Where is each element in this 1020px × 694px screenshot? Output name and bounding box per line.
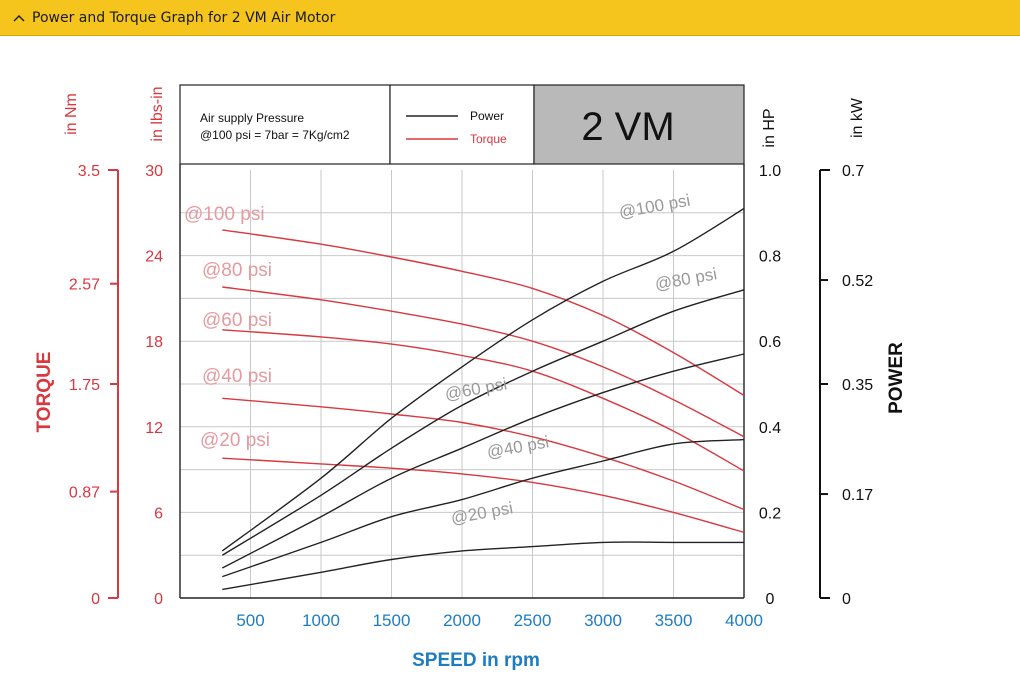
power-series-label: @20 psi [449, 498, 514, 528]
power-kw-tick-label: 0.35 [842, 377, 873, 394]
x-tick-label: 4000 [725, 611, 763, 630]
power-hp-tick-label: 0.8 [759, 249, 781, 266]
power-line-1 [221, 289, 745, 556]
torque-lbsin-tick-label: 12 [145, 420, 163, 437]
torque-line-0 [222, 229, 745, 396]
power-series-label: @80 psi [653, 264, 718, 294]
torque-series-label: @20 psi [200, 430, 270, 451]
info-box: Air supply Pressure @100 psi = 7bar = 7K… [179, 84, 745, 165]
legend-box [389, 84, 535, 165]
legend-power-label: Power [470, 109, 504, 123]
power-hp-tick-label: 0.2 [759, 505, 781, 522]
torque-nm-tick-label: 2.57 [69, 277, 100, 294]
x-axis-title: SPEED in rpm [412, 650, 540, 671]
x-tick-label: 3500 [655, 611, 693, 630]
torque-nm-tick-label: 3.5 [78, 163, 100, 180]
power-hp-unit: in HP [761, 108, 778, 147]
torque-line-2 [222, 329, 745, 472]
power-line-3 [222, 438, 745, 578]
accordion-header[interactable]: Power and Torque Graph for 2 VM Air Moto… [0, 0, 1020, 36]
torque-lbsin-tick-label: 18 [145, 334, 163, 351]
torque-series-label: @80 psi [202, 260, 272, 281]
power-series [221, 207, 745, 591]
plot-frame [179, 164, 745, 599]
power-kw-tick-label: 0.52 [842, 273, 873, 290]
torque-lbsin-tick-label: 6 [154, 505, 163, 522]
torque-series-label: @40 psi [202, 366, 272, 387]
power-axis-title: POWER [886, 342, 907, 414]
power-kw-unit: in kW [849, 97, 866, 138]
x-tick-label: 500 [236, 611, 264, 630]
power-series-label: @40 psi [485, 432, 550, 462]
torque-line-3 [222, 397, 745, 511]
torque-lbsin-unit: in lbs-in [149, 86, 166, 141]
power-kw-tick-label: 0.7 [842, 163, 864, 180]
torque-nm-tick-label: 0 [91, 591, 100, 608]
torque-series-label: @100 psi [184, 204, 265, 225]
grid-lines [180, 170, 745, 598]
series-labels: @100 psi @80 psi @60 psi @40 psi @20 psi @100… [184, 191, 718, 528]
torque-series [222, 229, 745, 534]
info-text-line1: Air supply Pressure [200, 111, 304, 125]
model-label: 2 VM [581, 105, 674, 149]
torque-nm-unit: in Nm [63, 93, 80, 135]
torque-nm-tick-label: 0.87 [69, 485, 100, 502]
power-line-0 [221, 207, 745, 552]
x-tick-label: 2500 [514, 611, 552, 630]
power-line-2 [221, 353, 745, 569]
torque-line-4 [222, 457, 745, 534]
x-tick-label: 1500 [373, 611, 411, 630]
power-line-4 [222, 541, 744, 591]
torque-lbsin-tick-label: 24 [145, 249, 163, 266]
x-tick-label: 2000 [443, 611, 481, 630]
info-text-line2: @100 psi = 7bar = 7Kg/cm2 [200, 128, 350, 142]
power-kw-tick-label: 0 [842, 591, 851, 608]
power-kw-tick-label: 0.17 [842, 487, 873, 504]
x-tick-label: 1000 [302, 611, 340, 630]
accordion-title: Power and Torque Graph for 2 VM Air Moto… [32, 9, 336, 26]
legend-torque-label: Torque [470, 132, 507, 146]
torque-nm-tick-label: 1.75 [69, 377, 100, 394]
torque-axis-title: TORQUE [34, 352, 55, 433]
power-series-label: @60 psi [443, 374, 508, 404]
model-box [533, 84, 745, 165]
torque-lbsin-tick-label: 30 [145, 163, 163, 180]
power-hp-tick-label: 1.0 [759, 163, 781, 180]
power-hp-tick-label: 0 [766, 591, 775, 608]
x-tick-label: 3000 [584, 611, 622, 630]
torque-line-1 [222, 286, 745, 438]
power-hp-tick-label: 0.4 [759, 420, 781, 437]
power-torque-chart: Air supply Pressure @100 psi = 7bar = 7K… [34, 84, 907, 671]
power-hp-tick-label: 0.6 [759, 334, 781, 351]
torque-lbsin-tick-label: 0 [154, 591, 163, 608]
info-box-frame [179, 84, 391, 165]
power-series-label: @100 psi [617, 191, 691, 222]
torque-series-label: @60 psi [202, 310, 272, 331]
chevron-up-icon[interactable] [12, 11, 26, 25]
